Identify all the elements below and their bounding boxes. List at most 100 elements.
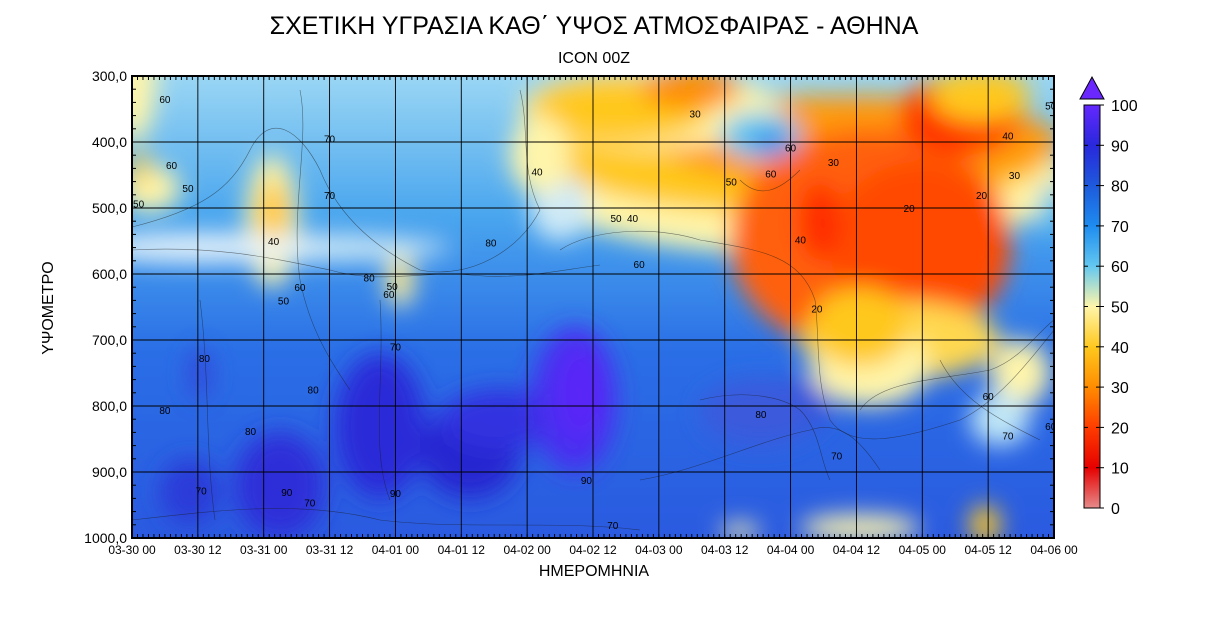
x-tick-label: 03-30 00: [108, 543, 156, 557]
contour-label: 50: [726, 178, 738, 189]
colorbar-tick-label: 0: [1111, 501, 1120, 518]
contour-line: [132, 128, 541, 273]
contour-label: 60: [294, 283, 306, 294]
field-blob: [440, 389, 560, 449]
colorbar-extend-arrow: [1079, 75, 1105, 100]
x-tick-label: 04-03 00: [635, 543, 683, 557]
x-tick-label: 04-03 12: [701, 543, 749, 557]
field-blob: [810, 287, 910, 367]
chart-title: ΣΧΕΤΙΚΗ ΥΓΡΑΣΙΑ ΚΑΘ΄ ΥΨΟΣ ΑΤΜΟΣΦΑΙΡΑΣ - …: [269, 12, 919, 40]
chart-subtitle: ICON 00Z: [557, 50, 630, 67]
contour-label: 40: [268, 237, 280, 248]
contour-label: 80: [245, 427, 257, 438]
field-blob: [188, 346, 212, 400]
field-blob: [990, 340, 1050, 406]
contour-label: 50: [133, 199, 145, 210]
contour-label: 30: [828, 158, 840, 169]
field-blob: [132, 76, 156, 142]
contour-line: [814, 299, 1054, 440]
contour-label: 70: [304, 498, 316, 509]
contour-label: 60: [383, 290, 395, 301]
colorbar-tick-label: 10: [1111, 461, 1129, 478]
y-tick-label: 400,0: [92, 134, 127, 150]
colorbar-tick-label: 100: [1111, 98, 1138, 115]
y-tick-label: 500,0: [92, 200, 127, 216]
contour-label: 40: [627, 214, 639, 225]
x-tick-label: 04-05 00: [899, 543, 947, 557]
colorbar-segment: [1084, 306, 1100, 348]
contour-label: 20: [904, 204, 916, 215]
y-tick-label: 700,0: [92, 332, 127, 348]
contour-label: 80: [308, 386, 320, 397]
contour-label: 80: [364, 273, 376, 284]
colorbar: 0 10 20 30 40 50 60 70 80 90 100: [1079, 75, 1138, 518]
contour-label: 80: [755, 410, 767, 421]
field-blob: [132, 148, 148, 189]
field-blob: [720, 523, 760, 538]
contour-line: [859, 319, 1054, 411]
y-tick-label: 800,0: [92, 398, 127, 414]
colorbar-tick-label: 70: [1111, 219, 1129, 236]
colorbar-tick-label: 50: [1111, 300, 1129, 317]
contour-label: 20: [811, 304, 823, 315]
x-tick-label: 04-01 00: [372, 543, 420, 557]
x-tick-label: 03-31 12: [306, 543, 354, 557]
contour-label: 90: [390, 489, 402, 500]
contour-label: 70: [324, 135, 336, 146]
contour-label: 50: [182, 184, 194, 195]
contour-line: [559, 230, 816, 301]
contour-label: 80: [485, 238, 497, 249]
colorbar-tick-label: 90: [1111, 138, 1129, 155]
contour-label: 40: [795, 236, 807, 247]
contour-label: 40: [1002, 131, 1014, 142]
contour-label: 50: [278, 296, 290, 307]
contour-label: 90: [581, 476, 593, 487]
contour-label: 90: [281, 488, 293, 499]
contour-label: 70: [831, 452, 843, 463]
contour-line: [132, 508, 641, 531]
field-blob: [700, 379, 820, 446]
contour-label: 60: [765, 170, 777, 181]
colorbar-segment: [1084, 427, 1100, 469]
colorbar-segment: [1084, 266, 1100, 307]
colorbar-tick-label: 30: [1111, 380, 1129, 397]
y-tick-label: 300,0: [92, 68, 127, 84]
colorbar-segment: [1084, 225, 1100, 267]
contour-label: 70: [607, 521, 619, 532]
colorbar-tick-label: 60: [1111, 259, 1129, 276]
contour-line: [739, 169, 801, 192]
contour-label: 70: [324, 191, 336, 202]
field-blob: [800, 514, 920, 538]
x-tick-label: 04-04 12: [833, 543, 881, 557]
x-tick-label: 04-02 12: [569, 543, 617, 557]
contour-label: 70: [390, 343, 402, 354]
field-blob: [800, 181, 840, 261]
x-tick-label: 04-01 12: [438, 543, 486, 557]
contour-label: 30: [690, 110, 702, 121]
contour-label: 40: [531, 168, 543, 179]
contour-line: [699, 394, 831, 481]
contour-line: [132, 248, 601, 278]
contour-label: 60: [785, 143, 797, 154]
y-tick-label: 900,0: [92, 464, 127, 480]
contour-label: 70: [196, 486, 208, 497]
y-axis-ticks: 300,0 400,0 500,0 600,0 700,0 800,0 900,0 1000,…: [84, 68, 127, 546]
x-tick-label: 04-02 00: [503, 543, 551, 557]
x-tick-label: 03-31 00: [240, 543, 288, 557]
x-tick-label: 04-06 00: [1030, 543, 1078, 557]
contour-line: [519, 89, 541, 211]
x-tick-label: 04-04 00: [767, 543, 815, 557]
colorbar-segment: [1084, 105, 1100, 146]
contour-label: 20: [976, 191, 988, 202]
field-blob: [970, 392, 1030, 446]
contour-label: 80: [199, 354, 211, 365]
field-blob: [160, 458, 220, 525]
field-blob: [930, 76, 1030, 123]
minor-ticks: [131, 75, 1055, 539]
contour-label: 60: [634, 260, 646, 271]
field-blob: [558, 346, 602, 439]
field-blob: [396, 265, 408, 290]
contour-line: [939, 359, 1041, 441]
field-blob: [970, 505, 1000, 538]
